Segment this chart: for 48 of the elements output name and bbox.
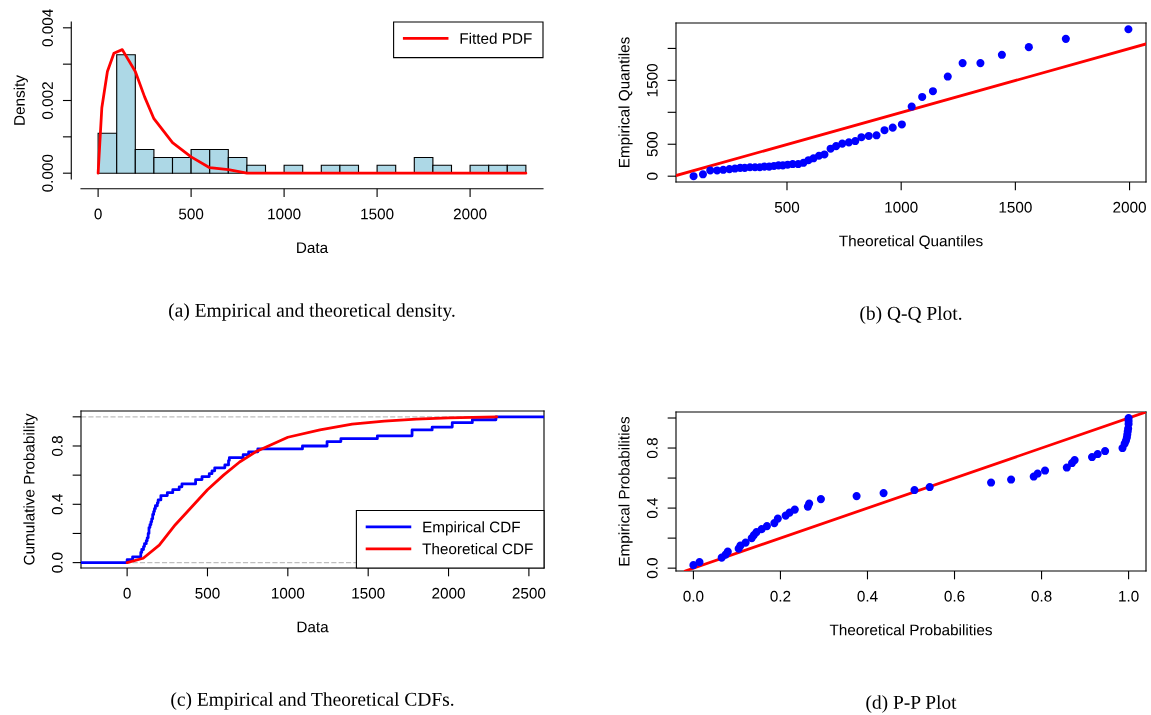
y-tick-label: 0.4 xyxy=(646,497,658,519)
text: (b) Q-Q Plot. xyxy=(860,306,962,324)
x-tick-label: 1.0 xyxy=(1119,590,1139,602)
x-tick-label: 0 xyxy=(123,587,131,599)
x-tick-label: 1500 xyxy=(352,587,385,599)
x-tick-label: 0.8 xyxy=(1031,590,1052,602)
y-tick-label: 1500 xyxy=(646,63,658,97)
y-tick-label: 0.004 xyxy=(42,9,53,47)
y-tick-label: 0.0 xyxy=(51,552,63,573)
text: (c) Empirical and Theoretical CDFs. xyxy=(171,692,454,710)
legend-label: Fitted PDF xyxy=(460,32,532,44)
y-tick-label: 0.002 xyxy=(42,82,53,120)
legend-label: Empirical CDF xyxy=(423,521,520,536)
x-tick-label: 2000 xyxy=(453,208,487,220)
y-axis-title: Empirical Quantiles xyxy=(618,37,633,168)
x-tick-label: 500 xyxy=(178,208,204,220)
y-tick-label: 0.0 xyxy=(646,558,658,579)
y-tick-label: 0 xyxy=(646,172,658,180)
y-axis-title: Cumulative Probability xyxy=(23,413,38,565)
x-tick-label: 500 xyxy=(195,587,220,599)
x-tick-label: 500 xyxy=(774,201,800,213)
x-tick-label: 1000 xyxy=(885,201,918,213)
x-tick-label: 0.2 xyxy=(770,590,791,602)
legend-label: Theoretical CDF xyxy=(422,543,533,555)
x-axis-title: Data xyxy=(297,621,329,633)
x-tick-label: 2000 xyxy=(432,587,465,599)
x-tick-label: 0.0 xyxy=(683,590,704,602)
x-tick-label: 1500 xyxy=(361,208,394,220)
x-axis-title: Data xyxy=(297,242,329,254)
y-tick-label: 0.8 xyxy=(646,438,658,459)
y-axis-title: Density xyxy=(13,75,28,125)
y-tick-label: 500 xyxy=(646,132,658,157)
x-tick-label: 0 xyxy=(94,208,102,220)
x-tick-label: 2000 xyxy=(1113,201,1146,213)
text: (a) Empirical and theoretical density. xyxy=(169,303,455,321)
y-tick-label: 0.000 xyxy=(42,154,53,192)
x-tick-label: 2500 xyxy=(512,587,546,599)
x-tick-label: 0.6 xyxy=(944,590,965,602)
x-tick-label: 1000 xyxy=(272,587,305,599)
y-axis-title: Empirical Probabilities xyxy=(618,416,633,566)
x-axis-title: Theoretical Quantiles xyxy=(839,235,983,250)
x-tick-label: 0.4 xyxy=(857,590,878,602)
y-tick-label: 0.8 xyxy=(51,436,63,457)
x-tick-label: 1000 xyxy=(268,208,301,220)
y-tick-label: 0.4 xyxy=(51,494,63,515)
x-tick-label: 1500 xyxy=(999,201,1032,213)
x-axis-title: Theoretical Probabilities xyxy=(829,624,992,636)
text: (d) P-P Plot xyxy=(866,695,957,713)
